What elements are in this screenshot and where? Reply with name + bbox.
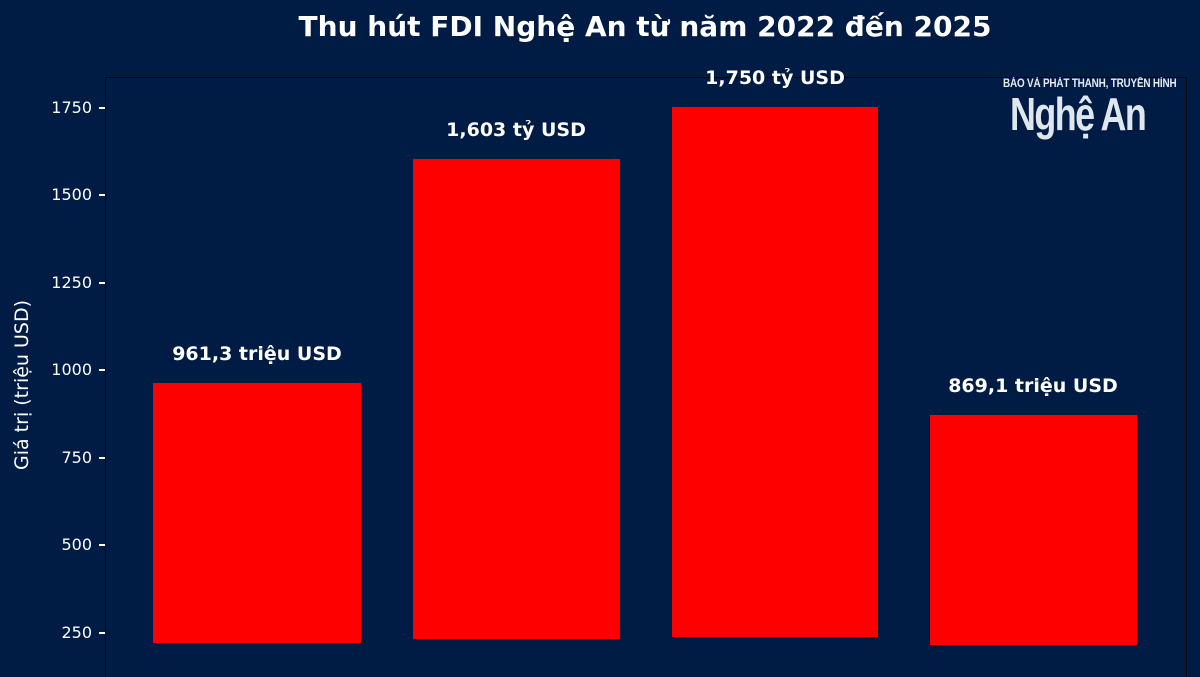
- bar-2022: [153, 383, 361, 643]
- y-tick-mark: [99, 107, 105, 109]
- y-tick-mark: [99, 632, 105, 634]
- y-tick-label: 1750: [51, 98, 92, 117]
- y-tick-label: 250: [61, 623, 92, 642]
- bar-2023: [413, 159, 620, 639]
- y-tick-mark: [99, 194, 105, 196]
- y-tick: 1750: [0, 98, 105, 118]
- bar-value-label-2023: 1,603 tỷ USD: [446, 119, 586, 141]
- bar-2024: [672, 107, 878, 637]
- bar-value-label-2025: 869,1 triệu USD: [948, 375, 1118, 397]
- y-tick-mark: [99, 282, 105, 284]
- y-tick: 750: [0, 448, 105, 468]
- y-axis-label: Giá trị (triệu USD): [11, 300, 33, 470]
- y-tick-label: 1500: [51, 185, 92, 204]
- y-tick-label: 1250: [51, 273, 92, 292]
- logo-tagline: BÁO VÀ PHÁT THANH, TRUYỀN HÌNH: [1003, 78, 1177, 90]
- bar-value-label-2022: 961,3 triệu USD: [172, 343, 342, 365]
- bar-value-label-2024: 1,750 tỷ USD: [705, 67, 845, 89]
- logo-name: Nghệ An: [1010, 88, 1147, 140]
- y-tick-label: 750: [61, 448, 92, 467]
- y-tick-mark: [99, 544, 105, 546]
- chart-title: Thu hút FDI Nghệ An từ năm 2022 đến 2025: [298, 10, 992, 43]
- y-tick-label: 1000: [51, 360, 92, 379]
- y-tick: 1250: [0, 273, 105, 293]
- y-tick: 1000: [0, 360, 105, 380]
- plot-area: [105, 77, 1187, 677]
- y-tick: 500: [0, 535, 105, 555]
- y-tick: 1500: [0, 185, 105, 205]
- y-tick: 250: [0, 623, 105, 643]
- bar-2025: [930, 415, 1137, 645]
- y-tick-mark: [99, 457, 105, 459]
- y-tick-label: 500: [61, 535, 92, 554]
- y-tick-mark: [99, 369, 105, 371]
- publisher-logo: BÁO VÀ PHÁT THANH, TRUYỀN HÌNH Nghệ An: [996, 78, 1186, 140]
